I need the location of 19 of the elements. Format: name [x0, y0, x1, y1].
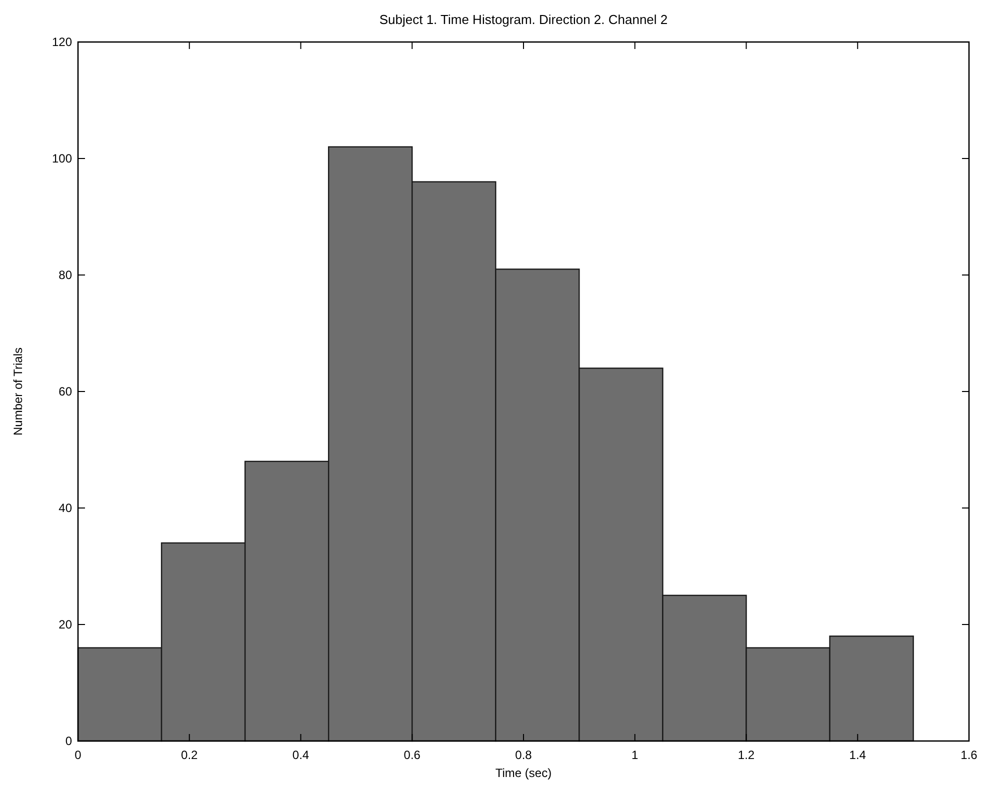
y-tick-label: 120 [52, 35, 72, 49]
y-tick-label: 40 [58, 501, 72, 515]
x-tick-label: 1.4 [849, 748, 866, 762]
x-tick-label: 0 [74, 748, 82, 762]
y-axis-title: Number of Trials [11, 347, 25, 436]
x-tick-label: 1.6 [960, 748, 978, 762]
y-tick-label: 20 [58, 618, 72, 632]
y-tick-label: 60 [58, 384, 72, 398]
y-tick-label: 80 [58, 268, 72, 282]
x-tick-label: 0.4 [292, 748, 310, 762]
x-tick-label: 0.6 [404, 748, 421, 762]
x-tick-label: 1 [632, 748, 639, 762]
x-tick-label: 0.8 [515, 748, 532, 762]
y-tick-label: 100 [52, 152, 72, 166]
x-tick-label: 0.2 [181, 748, 198, 762]
x-tick-label: 1.2 [738, 748, 755, 762]
y-tick-label: 0 [65, 734, 72, 748]
chart-title: Subject 1. Time Histogram. Direction 2. Channel 2 [379, 12, 668, 27]
x-axis-title: Time (sec) [495, 766, 552, 780]
